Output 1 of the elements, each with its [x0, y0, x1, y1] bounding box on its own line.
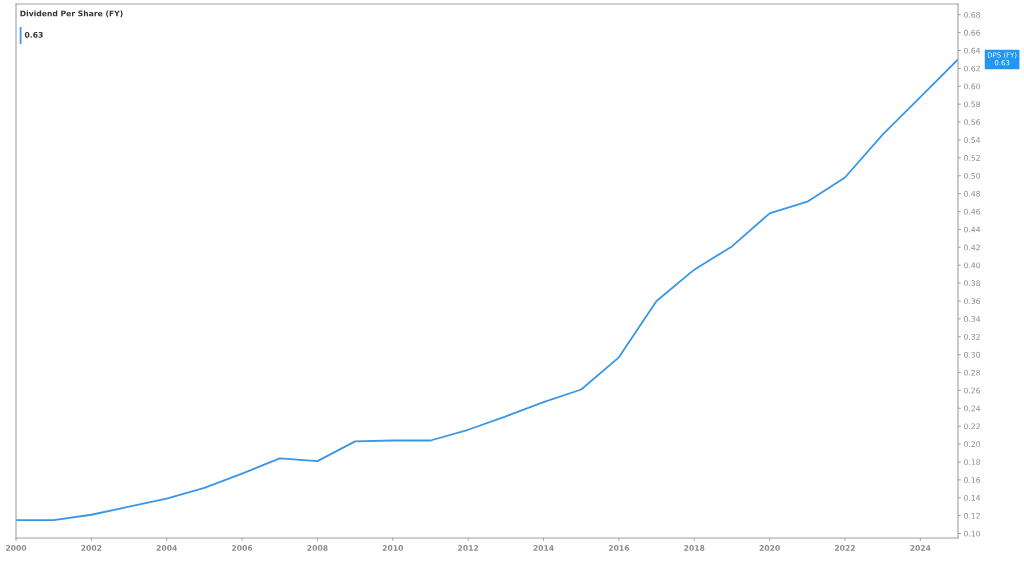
line-series — [16, 58, 958, 522]
